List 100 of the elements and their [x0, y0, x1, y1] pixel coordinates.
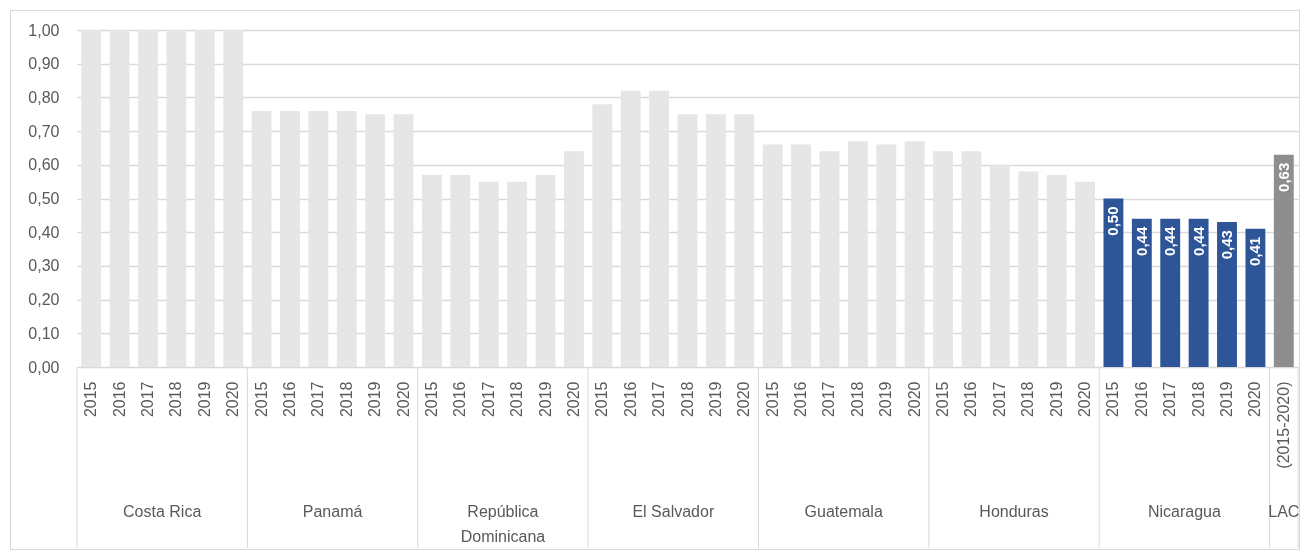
data-label: 0,44 [1189, 226, 1207, 256]
x-tick-label: 2015 [934, 381, 952, 418]
y-tick-label: 0,00 [28, 358, 60, 376]
bar [705, 114, 726, 367]
x-tick-label: 2017 [1161, 381, 1179, 418]
x-tick-label: 2020 [394, 381, 412, 418]
bar [677, 114, 698, 367]
x-tick-label: 2016 [451, 381, 469, 418]
bar [989, 164, 1010, 367]
x-tick-label: 2017 [138, 381, 156, 418]
x-tick-label: 2017 [650, 381, 668, 418]
x-tick-label: 2020 [1076, 381, 1094, 418]
x-tick-label: 2015 [593, 381, 611, 418]
bar [592, 104, 613, 367]
y-tick-label: 0,30 [28, 257, 60, 275]
bar [1131, 218, 1152, 367]
bar [478, 181, 499, 367]
data-label: 0,43 [1218, 230, 1236, 260]
x-tick-label: 2020 [564, 381, 582, 418]
y-tick-label: 0,50 [28, 190, 60, 207]
y-tick-label: 0,60 [28, 156, 60, 174]
x-tick-label: 2019 [706, 381, 724, 418]
x-tick-label: 2020 [735, 381, 753, 418]
x-tick-label: 2016 [280, 381, 298, 418]
bar [1018, 171, 1039, 367]
bar [734, 114, 755, 367]
x-tick-label: 2019 [536, 381, 554, 418]
bar [507, 181, 528, 367]
x-tick-label: 2018 [848, 381, 866, 418]
x-tick-label: 2019 [195, 381, 213, 418]
bar [649, 90, 670, 367]
x-tick-label: 2017 [479, 381, 497, 418]
bar [1217, 222, 1237, 367]
data-label: 0,44 [1132, 226, 1150, 256]
text: Panamá [302, 503, 363, 520]
bar [535, 174, 556, 367]
x-tick-label: 2018 [167, 381, 185, 418]
bar [904, 141, 925, 367]
bar [1245, 228, 1266, 367]
x-tick-label: 2018 [678, 381, 696, 418]
x-tick-label: 2020 [1246, 381, 1264, 418]
text: Nicaragua [1147, 503, 1221, 520]
bar [138, 30, 158, 367]
bar [308, 110, 329, 367]
x-tick-label: 2015 [82, 381, 100, 418]
y-tick-label: 0,90 [28, 55, 60, 73]
x-tick-label: 2015 [252, 381, 270, 418]
data-label: 0,50 [1104, 206, 1122, 236]
y-tick-label: 0,70 [28, 122, 60, 140]
x-tick-label: 2019 [1218, 381, 1236, 418]
bar [393, 114, 414, 367]
y-tick-label: 0,20 [28, 291, 60, 309]
x-tick-label: 2017 [990, 381, 1008, 418]
bar [563, 151, 584, 367]
data-label: 0,44 [1161, 226, 1179, 256]
x-tick-label: 2018 [1189, 381, 1207, 418]
bar [1075, 181, 1095, 367]
x-tick-label: 2019 [1047, 381, 1065, 418]
x-tick-label: 2020 [224, 381, 242, 418]
x-tick-label: 2019 [366, 381, 384, 418]
x-tick-label: 2016 [1132, 381, 1150, 418]
bar [1273, 154, 1294, 367]
bar [251, 110, 272, 367]
bar [280, 110, 300, 367]
bar [450, 174, 471, 367]
y-tick-label: 0,80 [28, 88, 60, 106]
y-tick-label: 0,10 [28, 324, 60, 342]
bar [223, 30, 244, 367]
x-tick-label: 2018 [508, 381, 526, 418]
x-tick-label: 2019 [877, 381, 895, 418]
y-tick-label: 1,00 [28, 21, 60, 39]
x-tick-label: 2016 [621, 381, 639, 418]
bar [961, 151, 982, 367]
bar [1103, 198, 1124, 367]
x-tick-label: 2016 [962, 381, 980, 418]
bar [1046, 174, 1067, 367]
x-tick-label: 2016 [110, 381, 128, 418]
bar [194, 30, 215, 367]
x-tick-label: (2015-2020) [1274, 381, 1292, 469]
text: El Salvador [632, 503, 715, 520]
text: República Dominicana [460, 503, 546, 545]
x-tick-label: 2018 [1019, 381, 1037, 418]
bar [933, 151, 953, 367]
x-tick-label: 2017 [820, 381, 838, 418]
bar [81, 30, 102, 367]
x-tick-label: 2017 [309, 381, 327, 418]
bar [791, 144, 812, 367]
bar [819, 151, 840, 367]
y-tick-label: 0,40 [28, 223, 60, 241]
bar [1188, 218, 1209, 367]
bar [365, 114, 386, 367]
text: LAC [1268, 503, 1300, 520]
x-tick-label: 2015 [1104, 381, 1122, 418]
bar [876, 144, 897, 367]
x-tick-label: 2015 [763, 381, 781, 418]
bar [620, 90, 641, 367]
data-label: 0,41 [1246, 236, 1264, 267]
text: Costa Rica [123, 503, 202, 520]
bar [336, 110, 357, 367]
bar [847, 141, 868, 367]
